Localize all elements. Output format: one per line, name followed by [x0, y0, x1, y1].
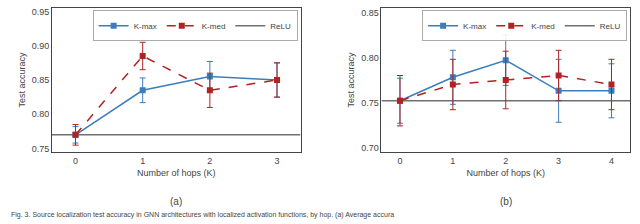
svg-text:0.75: 0.75 [361, 98, 379, 108]
svg-text:K-med: K-med [202, 22, 226, 31]
svg-text:0.85: 0.85 [32, 75, 50, 85]
svg-text:0.80: 0.80 [361, 53, 379, 63]
svg-text:0: 0 [73, 156, 78, 166]
svg-text:0.80: 0.80 [32, 109, 50, 119]
svg-text:Test accuracy: Test accuracy [346, 52, 356, 108]
svg-text:1: 1 [450, 156, 455, 166]
svg-text:1: 1 [140, 156, 145, 166]
svg-text:0.85: 0.85 [361, 8, 379, 18]
svg-text:K-max: K-max [463, 22, 486, 31]
svg-text:0.95: 0.95 [32, 7, 50, 17]
svg-text:K-max: K-max [134, 22, 157, 31]
svg-text:Number of hops (K): Number of hops (K) [137, 168, 216, 178]
svg-text:0: 0 [397, 156, 402, 166]
svg-text:Test accuracy: Test accuracy [17, 52, 27, 108]
svg-text:Fig. 3. Source localization te: Fig. 3. Source localization test accurac… [11, 211, 394, 219]
svg-text:3: 3 [275, 156, 280, 166]
svg-text:2: 2 [503, 156, 508, 166]
svg-text:ReLU: ReLU [270, 22, 291, 31]
svg-text:0.75: 0.75 [32, 144, 50, 154]
svg-text:(b): (b) [500, 196, 512, 207]
svg-text:3: 3 [556, 156, 561, 166]
svg-text:K-med: K-med [531, 22, 555, 31]
svg-text:4: 4 [609, 156, 614, 166]
svg-text:ReLU: ReLU [600, 22, 621, 31]
svg-text:Number of hops (K): Number of hops (K) [466, 168, 545, 178]
svg-text:0.90: 0.90 [32, 41, 50, 51]
svg-text:0.70: 0.70 [361, 143, 379, 153]
svg-text:2: 2 [207, 156, 212, 166]
svg-text:(a): (a) [170, 196, 182, 207]
